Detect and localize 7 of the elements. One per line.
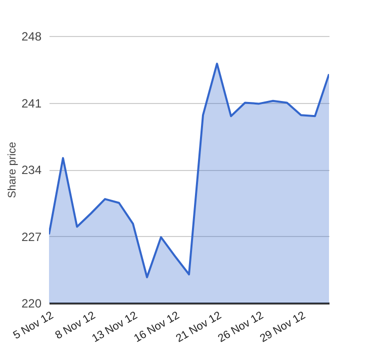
y-tick-label: 234 — [21, 163, 42, 177]
y-tick-label: 227 — [21, 230, 42, 244]
y-tick-label: 241 — [21, 96, 42, 110]
y-axis-title: Share price — [6, 142, 18, 198]
y-tick-label: 248 — [21, 30, 42, 44]
y-tick-label: 220 — [21, 296, 42, 310]
x-tick-label: 5 Nov 12 — [11, 310, 56, 342]
